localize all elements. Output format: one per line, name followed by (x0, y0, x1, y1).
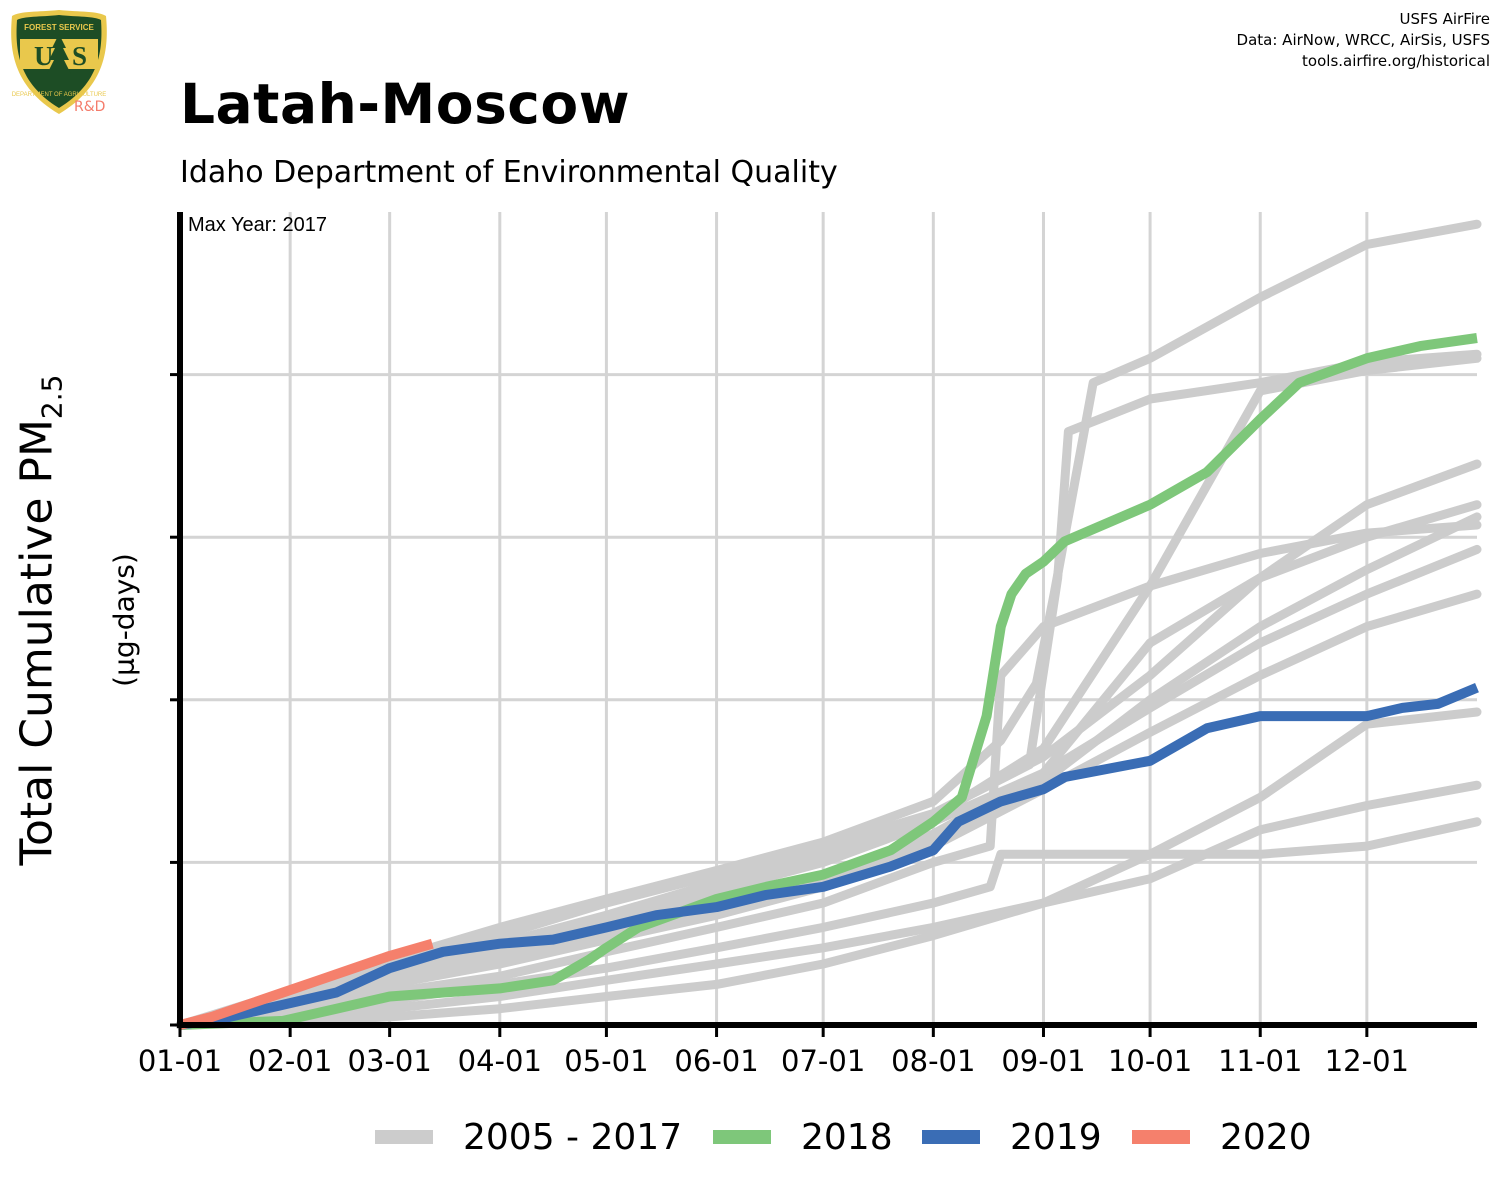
history-series-line (175, 544, 1482, 1030)
credit-line: Data: AirNow, WRCC, AirSis, USFS (1236, 31, 1490, 49)
svg-text:S: S (72, 41, 87, 71)
x-tick-label: 09-01 (1001, 1044, 1086, 1078)
legend-item-2020: 2020 (1132, 1112, 1312, 1162)
legend-swatch (375, 1130, 433, 1144)
legend-label: 2020 (1220, 1116, 1312, 1158)
x-tick-label: 01-01 (137, 1044, 223, 1078)
svg-text:U: U (34, 41, 54, 71)
x-tick-label: 08-01 (891, 1044, 976, 1078)
credit-line: tools.airfire.org/historical (1302, 52, 1490, 70)
legend-swatch (922, 1130, 980, 1144)
legend-item-2018: 2018 (713, 1112, 893, 1162)
history-lines (175, 219, 1482, 1030)
x-tick-label: 11-01 (1218, 1044, 1303, 1078)
logo-top-text: FOREST SERVICE (24, 23, 94, 32)
x-tick-label: 06-01 (674, 1044, 759, 1078)
y-axis-label: Total Cumulative PM2.5 (12, 375, 69, 866)
legend-label: 2005 - 2017 (463, 1116, 683, 1158)
series-line-2019 (179, 682, 1479, 1030)
x-tick-label: 10-01 (1107, 1044, 1193, 1078)
x-tick-label: 07-01 (781, 1044, 866, 1078)
history-series-line (175, 520, 1482, 1030)
x-tick-label: 02-01 (248, 1044, 333, 1078)
axes (170, 212, 1477, 1037)
credits: USFS AirFire Data: AirNow, WRCC, AirSis,… (1237, 9, 1490, 72)
y-axis-label-sub: 2.5 (35, 374, 69, 420)
rd-badge: R&D (74, 99, 106, 115)
y-axis-units: (µg-days) (107, 553, 141, 687)
chart-subtitle: Idaho Department of Environmental Qualit… (180, 155, 838, 190)
credit-line: USFS AirFire (1399, 10, 1490, 28)
series-line-2018 (179, 333, 1478, 1030)
logo-bottom-text: DEPARTMENT OF AGRICULTURE (12, 92, 107, 98)
x-tick-label: 04-01 (457, 1044, 542, 1078)
chart-title: Latah-Moscow (180, 72, 631, 136)
legend: 2005 - 2017 2018 2019 2020 (0, 1112, 1500, 1162)
max-year-annotation: Max Year: 2017 (188, 214, 327, 236)
forest-service-logo: U S FOREST SERVICE DEPARTMENT OF AGRICUL… (11, 10, 107, 114)
x-tick-label: 12-01 (1324, 1044, 1409, 1078)
legend-swatch (713, 1130, 771, 1144)
x-tick-label: 03-01 (347, 1044, 432, 1078)
x-tick-label: 05-01 (564, 1044, 649, 1078)
history-series-line (175, 707, 1482, 1030)
legend-label: 2018 (801, 1116, 893, 1158)
highlight-lines (178, 333, 1479, 1030)
legend-swatch (1132, 1130, 1190, 1144)
history-series-line (175, 780, 1482, 1030)
legend-label: 2019 (1010, 1116, 1102, 1158)
legend-item-history: 2005 - 2017 (375, 1112, 682, 1162)
series-line-2020 (178, 938, 434, 1030)
legend-item-2019: 2019 (922, 1112, 1102, 1162)
y-axis-label-main: Total Cumulative PM (11, 419, 63, 866)
